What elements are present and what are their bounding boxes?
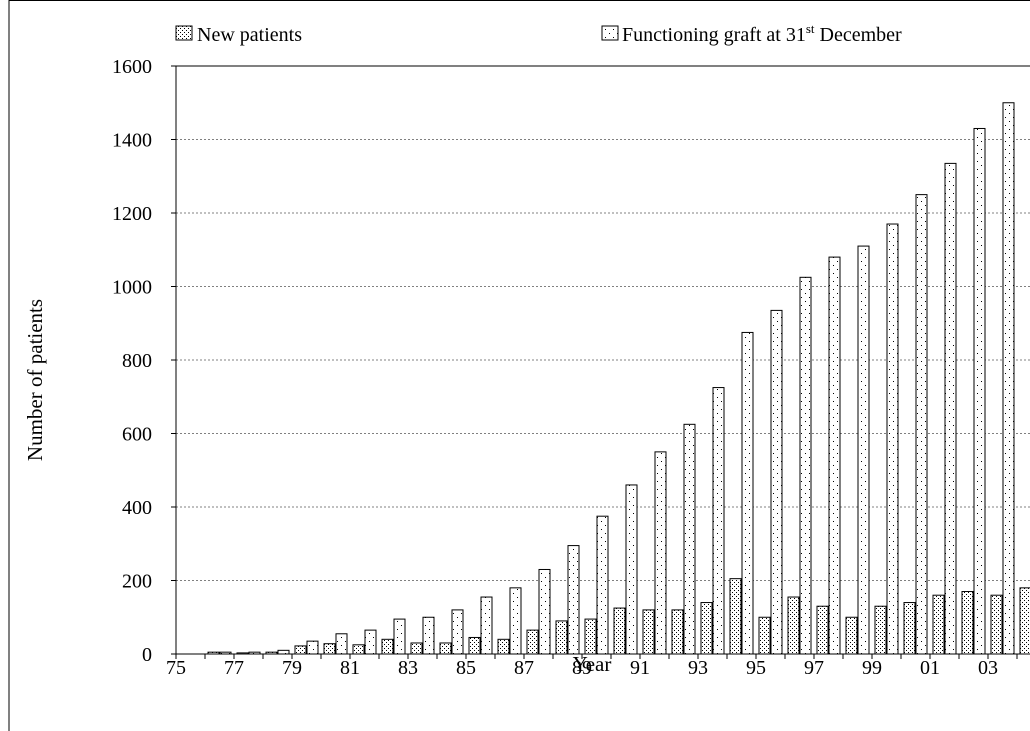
bar-functioning-graft-at-31st-december-85 [480, 596, 493, 655]
x-tick-label-97: 97 [804, 657, 824, 679]
x-tick-label-95: 95 [746, 657, 766, 679]
legend-swatch-new-patients [175, 25, 193, 41]
x-tick-label-81: 81 [340, 657, 360, 679]
bar-functioning-graft-at-31st-december-94 [741, 331, 754, 655]
legend-label-new-patients: New patients [197, 24, 302, 46]
bar-new-patients-97 [816, 605, 829, 655]
x-tick-label-99: 99 [862, 657, 882, 679]
bar-new-patients-04 [1019, 587, 1030, 655]
legend-label-main: Functioning graft at 31 [622, 24, 806, 46]
bar-new-patients-80 [323, 643, 336, 655]
x-tick-label-87: 87 [514, 657, 534, 679]
y-axis-title: Number of patients [23, 299, 47, 461]
gridlines [176, 65, 1030, 581]
bars [207, 102, 1030, 655]
y-tick-label-1200: 1200 [112, 203, 152, 225]
x-tick-label-79: 79 [282, 657, 302, 679]
x-tick-label-77: 77 [224, 657, 244, 679]
x-tick-label-75: 75 [166, 657, 186, 679]
bar-functioning-graft-at-31st-december-00 [915, 194, 928, 655]
legend: New patients Functioning graft at 31st D… [175, 21, 902, 46]
x-tick-label-85: 85 [456, 657, 476, 679]
x-tick-label-83: 83 [398, 657, 418, 679]
x-axis-title: Year [573, 652, 612, 676]
bar-functioning-graft-at-31st-december-84 [451, 609, 464, 655]
bar-new-patients-91 [642, 609, 655, 655]
bar-new-patients-95 [758, 616, 771, 655]
y-tick-labels: 0 200 400 600 800 1000 1200 1400 1600 [112, 56, 152, 666]
bar-new-patients-82 [381, 638, 394, 655]
bar-functioning-graft-at-31st-december-83 [422, 616, 435, 655]
bar-new-patients-88 [555, 620, 568, 655]
x-tick-label-89: 89 [572, 657, 592, 679]
bar-functioning-graft-at-31st-december-79 [306, 640, 319, 655]
bar-new-patients-98 [845, 616, 858, 655]
bar-functioning-graft-at-31st-december-02 [973, 127, 986, 655]
bar-functioning-graft-at-31st-december-82 [393, 618, 406, 655]
bar-new-patients-94 [729, 578, 742, 655]
bar-functioning-graft-at-31st-december-96 [799, 276, 812, 655]
bar-functioning-graft-at-31st-december-86 [509, 587, 522, 655]
legend-item-new-patients: New patients [175, 24, 302, 46]
bar-new-patients-92 [671, 609, 684, 655]
bar-functioning-graft-at-31st-december-88 [567, 545, 580, 655]
chart-frame [8, 0, 1030, 731]
bar-functioning-graft-at-31st-december-91 [654, 451, 667, 655]
legend-label-superscript: st [806, 21, 815, 36]
bar-new-patients-96 [787, 596, 800, 655]
y-tick-label-400: 400 [122, 497, 152, 519]
x-tick-labels: 75 77 79 81 83 85 87 89 91 93 95 97 99 01 03 [166, 657, 998, 679]
bar-functioning-graft-at-31st-december-81 [364, 629, 377, 655]
bar-new-patients-89 [584, 618, 597, 655]
x-tick-label-01: 01 [920, 657, 940, 679]
bar-functioning-graft-at-31st-december-92 [683, 423, 696, 655]
bar-functioning-graft-at-31st-december-78 [277, 649, 290, 655]
legend-swatch-functioning-graft [601, 25, 619, 41]
bar-new-patients-87 [526, 629, 539, 655]
axes [171, 65, 1030, 659]
bar-new-patients-02 [961, 591, 974, 655]
bar-new-patients-03 [990, 594, 1003, 655]
bar-new-patients-81 [352, 644, 365, 655]
x-tick-label-91: 91 [630, 657, 650, 679]
y-tick-label-0: 0 [142, 644, 152, 666]
y-tick-label-1400: 1400 [112, 130, 152, 152]
bar-new-patients-79 [294, 645, 307, 655]
legend-label-tail: December [815, 24, 903, 46]
y-tick-label-800: 800 [122, 350, 152, 372]
bar-functioning-graft-at-31st-december-98 [857, 245, 870, 655]
bar-new-patients-85 [468, 636, 481, 655]
bar-new-patients-90 [613, 607, 626, 655]
bar-functioning-graft-at-31st-december-99 [886, 223, 899, 655]
bar-functioning-graft-at-31st-december-87 [538, 568, 551, 655]
bar-functioning-graft-at-31st-december-97 [828, 256, 841, 655]
bar-new-patients-86 [497, 638, 510, 655]
y-tick-label-1600: 1600 [112, 56, 152, 78]
bar-new-patients-01 [932, 594, 945, 655]
x-tick-label-93: 93 [688, 657, 708, 679]
bar-functioning-graft-at-31st-december-01 [944, 162, 957, 655]
bar-new-patients-83 [410, 642, 423, 655]
y-tick-label-200: 200 [122, 571, 152, 593]
bar-new-patients-93 [700, 602, 713, 655]
legend-item-functioning-graft: Functioning graft at 31st December [601, 21, 902, 46]
legend-label-functioning-graft: Functioning graft at 31st December [622, 21, 902, 46]
bar-functioning-graft-at-31st-december-89 [596, 515, 609, 655]
bar-functioning-graft-at-31st-december-90 [625, 484, 638, 655]
y-tick-label-600: 600 [122, 424, 152, 446]
y-tick-label-1000: 1000 [112, 277, 152, 299]
bar-functioning-graft-at-31st-december-03 [1002, 102, 1015, 655]
bar-new-patients-00 [903, 602, 916, 655]
x-tick-label-03: 03 [978, 657, 998, 679]
bar-functioning-graft-at-31st-december-95 [770, 309, 783, 655]
bar-functioning-graft-at-31st-december-93 [712, 387, 725, 655]
bar-functioning-graft-at-31st-december-80 [335, 633, 348, 655]
bar-new-patients-99 [874, 605, 887, 655]
bar-new-patients-84 [439, 642, 452, 655]
